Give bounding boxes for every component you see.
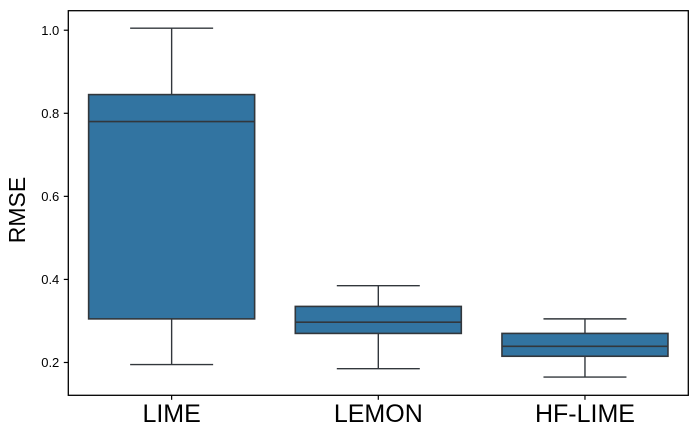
y-tick-label: 0.6 [41,189,59,204]
box-LEMON [294,305,463,335]
y-tick-label: 0.8 [41,106,59,121]
y-axis-label: RMSE [4,177,30,243]
x-category-label: LIME [142,400,200,428]
box-LIME [87,93,256,320]
x-category-label: LEMON [334,400,423,428]
y-tick-label: 0.2 [41,355,59,370]
box-HF-LIME [501,332,669,358]
y-tick-label: 0.4 [41,272,59,287]
x-category-label: HF-LIME [535,400,635,428]
y-tick-label: 1.0 [41,23,59,38]
